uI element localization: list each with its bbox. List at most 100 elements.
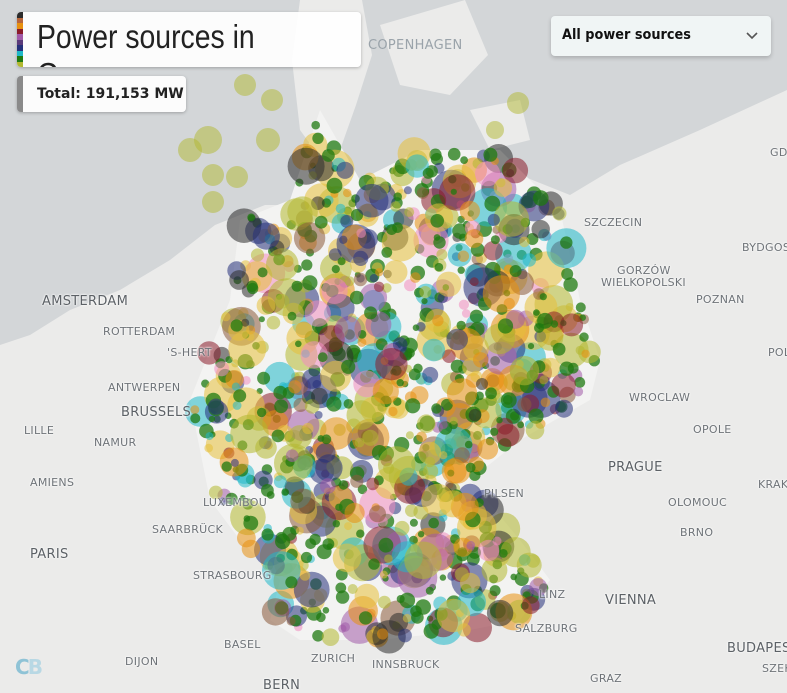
power-plant-marker[interactable] [366, 477, 380, 491]
power-plant-marker[interactable] [302, 422, 314, 435]
power-plant-marker[interactable] [300, 551, 313, 564]
power-plant-marker[interactable] [457, 623, 471, 637]
power-plant-marker[interactable] [372, 378, 399, 405]
power-plant-marker[interactable] [477, 539, 500, 562]
power-plant-marker[interactable] [321, 277, 348, 304]
power-plant-marker[interactable] [446, 328, 469, 351]
power-plant-marker[interactable] [190, 405, 200, 415]
power-plant-marker[interactable] [271, 429, 285, 443]
power-plant-marker[interactable] [382, 283, 392, 293]
power-plant-marker[interactable] [285, 576, 298, 589]
power-plant-marker[interactable] [241, 376, 251, 385]
power-plant-marker[interactable] [560, 236, 573, 249]
power-plant-marker[interactable] [256, 128, 280, 152]
power-plant-marker[interactable] [454, 567, 469, 582]
power-plant-marker[interactable] [533, 309, 540, 316]
power-plant-marker[interactable] [208, 415, 215, 423]
power-plant-marker[interactable] [226, 166, 248, 188]
power-plant-marker[interactable] [581, 349, 590, 358]
power-plant-marker[interactable] [394, 520, 410, 536]
power-plant-marker[interactable] [447, 147, 461, 161]
power-plant-marker[interactable] [425, 586, 434, 595]
power-plant-marker[interactable] [214, 361, 230, 377]
power-plant-marker[interactable] [464, 229, 484, 248]
power-plant-marker[interactable] [573, 386, 584, 397]
power-plant-marker[interactable] [417, 414, 436, 434]
power-plant-marker[interactable] [462, 612, 492, 643]
power-plant-marker[interactable] [402, 613, 412, 623]
power-plant-marker[interactable] [482, 275, 520, 313]
power-plant-marker[interactable] [410, 605, 422, 617]
power-plant-marker[interactable] [287, 311, 297, 321]
power-plant-marker[interactable] [293, 222, 326, 254]
power-plant-marker[interactable] [332, 520, 340, 528]
power-plant-marker[interactable] [388, 406, 398, 417]
power-plant-marker[interactable] [369, 505, 386, 523]
power-plant-marker[interactable] [312, 132, 324, 144]
power-plant-marker[interactable] [486, 121, 504, 139]
power-plant-marker[interactable] [301, 259, 313, 271]
power-plant-marker[interactable] [473, 352, 489, 368]
power-plant-marker[interactable] [422, 338, 446, 362]
power-plant-marker[interactable] [527, 343, 535, 350]
power-plant-marker[interactable] [295, 526, 304, 535]
power-plant-marker[interactable] [464, 440, 473, 449]
power-plant-marker[interactable] [516, 552, 542, 578]
power-plant-marker[interactable] [456, 320, 466, 331]
power-plant-marker[interactable] [431, 403, 442, 414]
power-plant-marker[interactable] [257, 371, 271, 385]
power-plant-marker[interactable] [433, 234, 441, 241]
power-plant-marker[interactable] [419, 286, 432, 298]
power-plant-marker[interactable] [375, 268, 384, 277]
power-plant-marker[interactable] [449, 416, 458, 425]
power-plant-marker[interactable] [383, 260, 408, 284]
power-plant-marker[interactable] [450, 359, 464, 373]
power-plant-marker[interactable] [343, 188, 352, 198]
power-plant-marker[interactable] [510, 573, 517, 581]
power-plant-marker[interactable] [379, 570, 388, 579]
power-plant-marker[interactable] [302, 368, 323, 389]
power-plant-marker[interactable] [354, 183, 389, 218]
power-plant-marker[interactable] [281, 488, 289, 496]
power-plant-marker[interactable] [436, 271, 462, 297]
power-source-select[interactable]: All power sources [551, 16, 771, 56]
power-plant-marker[interactable] [314, 411, 323, 419]
power-plant-marker[interactable] [290, 488, 316, 514]
power-plant-marker[interactable] [540, 357, 561, 378]
power-plant-marker[interactable] [266, 248, 299, 281]
power-plant-marker[interactable] [533, 190, 549, 206]
power-plant-marker[interactable] [347, 584, 358, 594]
power-plant-marker[interactable] [475, 161, 501, 187]
power-plant-marker[interactable] [293, 571, 330, 608]
power-plant-marker[interactable] [343, 399, 354, 409]
power-plant-marker[interactable] [528, 408, 544, 424]
power-plant-marker[interactable] [331, 265, 340, 274]
power-plant-marker[interactable] [231, 382, 240, 391]
power-plant-marker[interactable] [287, 196, 318, 227]
power-plant-marker[interactable] [404, 207, 415, 218]
power-plant-marker[interactable] [354, 583, 380, 609]
power-plant-marker[interactable] [422, 366, 439, 383]
power-plant-marker[interactable] [563, 277, 578, 292]
power-plant-marker[interactable] [261, 484, 274, 497]
power-plant-marker[interactable] [483, 241, 503, 261]
power-plant-marker[interactable] [396, 595, 405, 603]
power-plant-marker[interactable] [390, 201, 401, 212]
power-plant-marker[interactable] [334, 316, 362, 343]
power-plant-marker[interactable] [439, 451, 448, 460]
power-plant-marker[interactable] [302, 275, 318, 291]
power-plant-marker[interactable] [356, 529, 365, 538]
power-plant-marker[interactable] [230, 319, 243, 332]
power-plant-marker[interactable] [369, 274, 379, 283]
power-plant-marker[interactable] [574, 377, 586, 388]
power-plant-marker[interactable] [509, 356, 540, 386]
power-plant-marker[interactable] [257, 267, 268, 278]
power-plant-marker[interactable] [460, 156, 468, 165]
power-plant-marker[interactable] [291, 280, 303, 292]
power-plant-marker[interactable] [229, 270, 250, 290]
power-plant-marker[interactable] [274, 294, 290, 309]
power-plant-marker[interactable] [274, 399, 288, 414]
power-plant-marker[interactable] [221, 312, 231, 322]
power-plant-marker[interactable] [304, 300, 331, 327]
power-plant-marker[interactable] [286, 616, 296, 626]
